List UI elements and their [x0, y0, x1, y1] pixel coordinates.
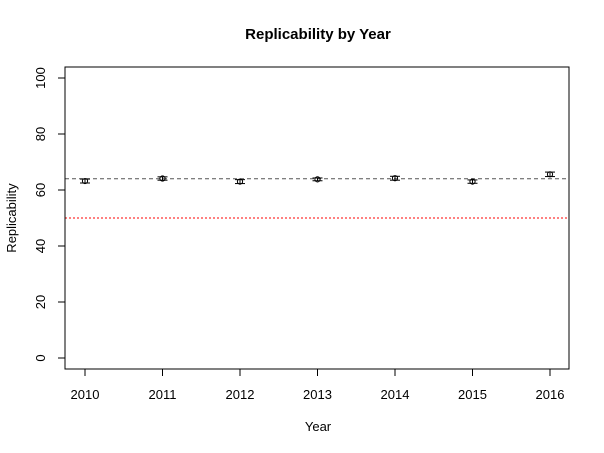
x-tick-label: 2013 — [303, 387, 332, 402]
x-tick-label: 2010 — [71, 387, 100, 402]
y-tick-label: 40 — [33, 239, 48, 253]
y-tick-label: 80 — [33, 127, 48, 141]
data-point — [314, 176, 321, 183]
x-axis: 2010 2011 2012 2013 2014 2015 2016 — [71, 368, 565, 402]
x-tick-label: 2011 — [149, 387, 177, 402]
reference-lines — [65, 178, 569, 219]
data-point — [391, 175, 399, 182]
data-point — [546, 171, 554, 178]
x-tick-label: 2016 — [536, 387, 565, 402]
y-tick-label: 100 — [33, 67, 48, 89]
x-tick-label: 2012 — [226, 387, 255, 402]
y-axis-label: Replicability — [4, 183, 19, 253]
y-tick-label: 60 — [33, 183, 48, 197]
y-tick-label: 20 — [33, 295, 48, 309]
data-points — [80, 171, 555, 185]
chart-title: Replicability by Year — [245, 26, 391, 43]
data-point — [81, 177, 89, 185]
x-tick-label: 2014 — [381, 387, 410, 402]
y-tick-label: 0 — [33, 354, 48, 361]
x-tick-label: 2015 — [458, 387, 487, 402]
data-point — [159, 175, 166, 182]
data-point — [469, 178, 476, 185]
x-axis-label: Year — [305, 419, 332, 434]
data-point — [236, 178, 244, 185]
y-axis: 0 20 40 60 80 100 — [33, 67, 66, 362]
